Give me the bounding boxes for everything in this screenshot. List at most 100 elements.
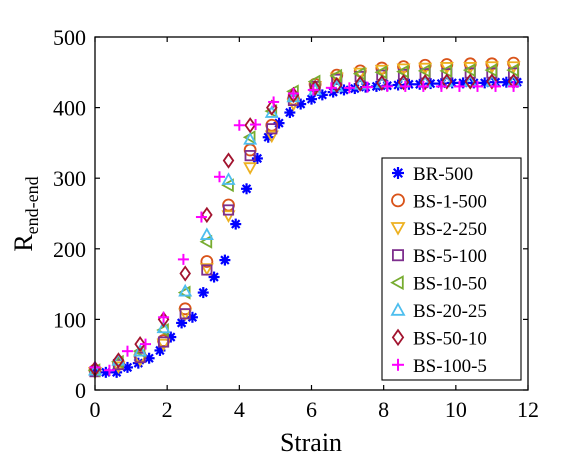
data-point xyxy=(221,210,236,223)
data-point xyxy=(287,87,299,99)
data-point xyxy=(201,206,213,224)
legend-marker xyxy=(390,275,404,291)
data-point xyxy=(133,343,148,357)
y-tick-label: 300 xyxy=(53,166,86,191)
legend-marker xyxy=(392,358,404,371)
data-point xyxy=(376,74,388,92)
data-point xyxy=(374,65,388,80)
series-bs-100-5 xyxy=(89,80,520,376)
data-point xyxy=(201,264,213,276)
legend-marker xyxy=(390,222,406,236)
data-point xyxy=(397,74,410,91)
legend-marker xyxy=(391,249,404,262)
data-point xyxy=(268,96,280,108)
data-point xyxy=(506,61,521,75)
y-axis-label-subscript: end-end xyxy=(22,176,42,234)
data-point xyxy=(200,255,214,268)
data-point xyxy=(273,117,285,129)
legend-label: BS-10-50 xyxy=(413,274,487,295)
y-axis-label: Rend-end xyxy=(9,176,42,251)
data-point xyxy=(157,336,170,348)
data-point xyxy=(222,152,235,169)
legend-label: BS-1-500 xyxy=(413,191,487,212)
legend-entry: BS-2-250 xyxy=(390,219,487,240)
data-point xyxy=(464,73,477,90)
y-tick-label: 0 xyxy=(75,378,86,403)
data-point xyxy=(266,99,278,116)
data-point xyxy=(264,130,279,144)
data-point xyxy=(471,80,483,92)
series-bs-10-50 xyxy=(87,63,519,378)
data-point xyxy=(441,73,453,90)
x-tick-label: 2 xyxy=(162,397,173,422)
data-point xyxy=(243,132,258,145)
legend-box xyxy=(381,157,522,381)
data-point xyxy=(396,64,409,79)
data-point xyxy=(178,283,193,297)
data-point xyxy=(309,79,321,96)
y-tick-label: 400 xyxy=(53,96,86,121)
data-point xyxy=(397,60,410,74)
data-point xyxy=(244,150,256,162)
x-tick-label: 12 xyxy=(517,397,539,422)
data-point xyxy=(219,254,231,266)
y-tick-label: 100 xyxy=(53,307,86,332)
data-point xyxy=(484,61,499,75)
data-point xyxy=(103,364,115,376)
data-point xyxy=(158,311,170,323)
data-point xyxy=(486,73,498,90)
data-point xyxy=(462,63,476,78)
legend-marker xyxy=(391,193,405,208)
data-point xyxy=(439,63,453,78)
legend-entry: BS-1-500 xyxy=(391,191,487,212)
data-point xyxy=(325,82,337,94)
data-point xyxy=(435,80,447,92)
data-point xyxy=(195,211,207,223)
y-tick-label: 200 xyxy=(53,237,86,262)
data-point xyxy=(197,287,209,299)
axis-ticks: 0 2 4 6 8 10 12 0 100 200 300 400 500 xyxy=(53,25,539,422)
data-point xyxy=(140,338,152,350)
data-point xyxy=(230,218,242,230)
data-marks xyxy=(87,56,523,380)
data-point xyxy=(506,63,519,78)
legend: BR-500 BS-1-500 BS-2-250 BS-5-100 BS-10-50 BS… xyxy=(381,157,522,381)
legend-label: BS-50-10 xyxy=(413,328,487,349)
legend-marker xyxy=(390,302,406,316)
data-point xyxy=(134,335,146,353)
data-point xyxy=(484,63,498,78)
data-point xyxy=(156,338,171,352)
data-point xyxy=(121,345,133,357)
legend-marker xyxy=(391,328,405,347)
legend-entry: BS-100-5 xyxy=(392,356,487,377)
data-point xyxy=(508,80,520,92)
legend-entry: BS-10-50 xyxy=(390,274,487,295)
y-tick-label: 500 xyxy=(53,25,86,50)
data-point xyxy=(266,123,278,135)
data-point xyxy=(381,80,393,92)
x-tick-label: 6 xyxy=(306,397,317,422)
data-point xyxy=(343,82,355,94)
data-point xyxy=(453,80,465,92)
legend-label: BS-20-25 xyxy=(413,301,487,322)
legend-label: BR-500 xyxy=(413,164,473,185)
legend-entry: BS-5-100 xyxy=(391,246,487,267)
data-point xyxy=(250,119,262,131)
x-tick-label: 8 xyxy=(378,397,389,422)
data-point xyxy=(264,105,279,118)
data-point xyxy=(233,119,245,131)
data-point xyxy=(111,352,126,366)
data-point xyxy=(361,81,373,93)
data-point xyxy=(439,62,454,75)
legend-label: BS-5-100 xyxy=(413,246,487,267)
data-point xyxy=(399,80,411,92)
data-point xyxy=(354,75,366,92)
legend-marker xyxy=(392,167,404,179)
data-point xyxy=(417,63,431,78)
x-tick-label: 4 xyxy=(234,397,245,422)
data-point xyxy=(490,80,502,92)
data-point xyxy=(375,61,389,75)
legend-entry: BR-500 xyxy=(392,164,473,185)
x-axis-label: Strain xyxy=(280,428,342,457)
legend-entry: BS-20-25 xyxy=(390,301,487,322)
